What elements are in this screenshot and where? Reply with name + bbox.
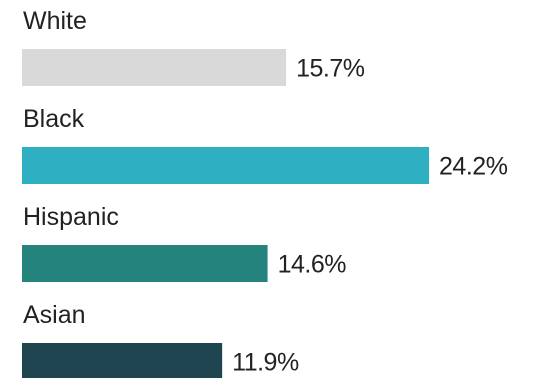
category-label: White [23, 7, 87, 35]
bar-asian [22, 343, 223, 378]
value-label: 11.9% [232, 349, 299, 377]
value-label: 15.7% [296, 55, 365, 83]
bar-group-hispanic: Hispanic 14.6% [22, 203, 347, 282]
category-label: Black [23, 105, 85, 133]
bar-group-black: Black 24.2% [22, 105, 508, 184]
bar-hispanic [22, 245, 268, 282]
value-label: 24.2% [439, 153, 508, 181]
bar-black [22, 147, 430, 184]
category-label: Hispanic [23, 203, 119, 231]
bar-white [22, 49, 287, 86]
value-label: 14.6% [278, 251, 347, 279]
bar-group-asian: Asian 11.9% [22, 301, 299, 378]
category-label: Asian [23, 301, 86, 329]
bar-group-white: White 15.7% [22, 7, 365, 86]
